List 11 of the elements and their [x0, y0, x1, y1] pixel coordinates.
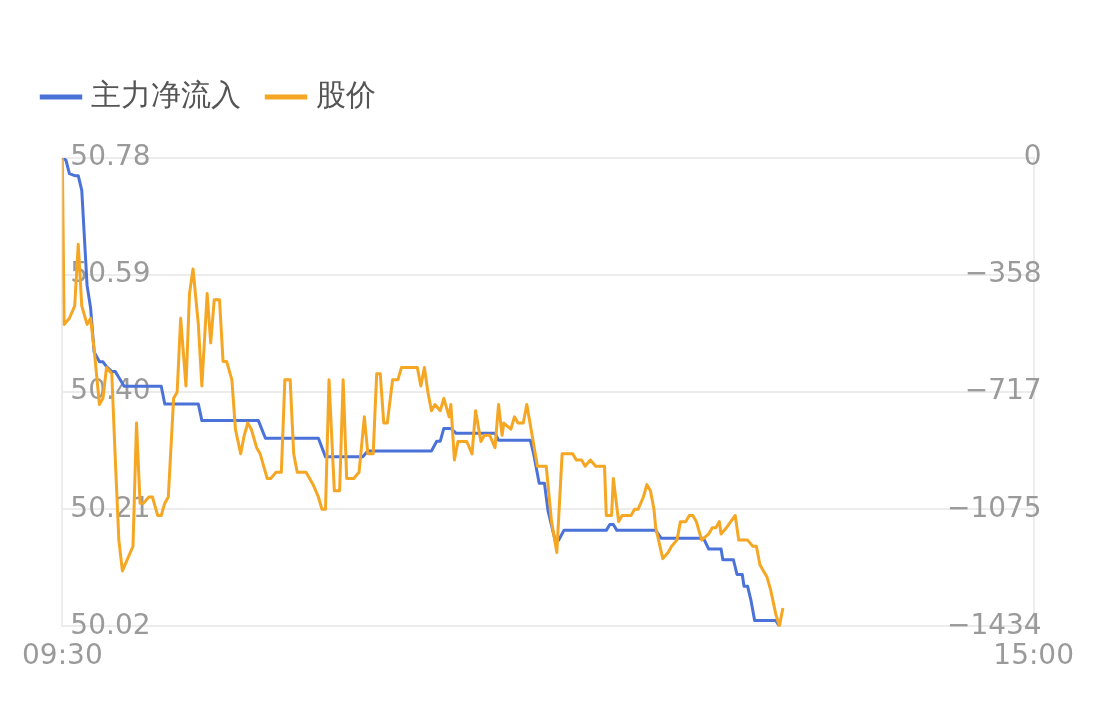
- legend-label: 主力净流入: [91, 76, 241, 112]
- y2-tick-label: −1434: [946, 607, 1042, 641]
- y2-tick-label: −1075: [946, 490, 1042, 524]
- y2-tick-label: 0: [1023, 139, 1042, 173]
- x-tick-label: 15:00: [993, 638, 1075, 672]
- y-tick-label: 50.02: [70, 607, 151, 641]
- y2-tick-label: −358: [964, 256, 1042, 290]
- legend-label: 股价: [316, 76, 376, 112]
- y2-tick-label: −717: [964, 373, 1042, 407]
- x-tick-label: 09:30: [21, 638, 103, 672]
- y-tick-label: 50.78: [70, 139, 151, 173]
